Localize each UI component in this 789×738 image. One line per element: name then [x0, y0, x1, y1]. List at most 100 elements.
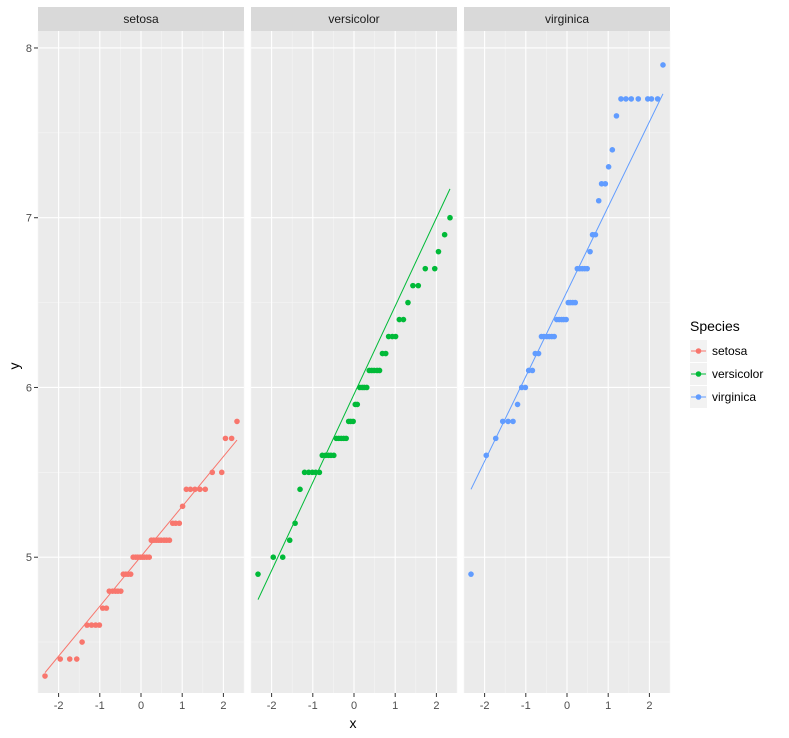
data-point — [415, 282, 422, 289]
legend: Species setosa versicolor virginica — [690, 318, 763, 408]
data-point — [103, 605, 110, 611]
data-point — [222, 435, 229, 442]
data-point — [405, 299, 411, 306]
data-point — [584, 265, 590, 272]
fit-line — [257, 188, 451, 600]
data-point — [382, 350, 389, 357]
facet-strip — [251, 7, 457, 31]
x-tick-label: 1 — [179, 700, 185, 712]
facet-strip-label: virginica — [545, 12, 589, 26]
data-point — [483, 452, 490, 459]
y-tick-label: 6 — [26, 382, 32, 394]
data-point — [197, 486, 203, 493]
data-point — [192, 486, 198, 493]
data-point — [57, 656, 64, 662]
data-point — [510, 418, 516, 425]
data-point — [648, 96, 655, 102]
data-point — [529, 367, 536, 374]
data-point — [127, 571, 134, 577]
data-point — [79, 639, 85, 645]
x-tick-label: 2 — [646, 700, 652, 712]
data-point — [202, 486, 209, 493]
data-point — [535, 350, 542, 357]
data-point — [166, 537, 173, 544]
x-tick-label: -2 — [480, 700, 490, 712]
x-tick-label: -2 — [54, 700, 64, 712]
data-point — [209, 469, 216, 476]
facet-strip-label: versicolor — [328, 12, 379, 26]
data-point — [316, 469, 323, 476]
legend-item-versicolor: versicolor — [690, 363, 763, 385]
x-tick-label: 0 — [138, 700, 144, 712]
panel-setosa: setosa -2 -1 0 1 2 — [37, 7, 245, 712]
x-tick-label: 2 — [220, 700, 226, 712]
x-axis-title: x — [350, 715, 357, 731]
data-point — [422, 265, 429, 272]
data-point — [592, 231, 599, 238]
data-point — [376, 367, 383, 374]
facet-strip — [464, 7, 670, 31]
data-point — [595, 197, 602, 204]
data-point — [468, 571, 474, 577]
legend-key-point — [695, 371, 702, 377]
data-point — [410, 282, 416, 289]
data-point — [96, 622, 103, 628]
data-point — [218, 469, 225, 476]
data-point — [118, 588, 124, 594]
data-point — [499, 418, 506, 425]
data-point — [660, 62, 666, 68]
data-point — [522, 384, 529, 391]
data-point — [146, 554, 153, 561]
data-point — [286, 537, 293, 544]
data-point — [176, 520, 183, 527]
legend-key-point — [695, 348, 702, 354]
data-point — [628, 96, 635, 102]
x-tick-label: 1 — [605, 700, 611, 712]
data-point — [187, 486, 194, 493]
x-tick-label: 2 — [433, 700, 439, 712]
y-axis-title: y — [6, 363, 22, 370]
data-point — [343, 435, 349, 442]
legend-item-label: virginica — [712, 390, 756, 404]
data-point — [88, 622, 95, 628]
data-point — [331, 452, 337, 459]
legend-item-virginica: virginica — [690, 386, 756, 408]
x-tick-label: 1 — [392, 700, 398, 712]
data-point — [396, 316, 403, 323]
data-point — [618, 96, 624, 102]
data-point — [572, 299, 579, 306]
panel-versicolor: versicolor -2 -1 0 1 2 — [250, 7, 458, 712]
facet-strip-label: setosa — [123, 12, 159, 26]
data-point — [605, 163, 612, 170]
data-point — [613, 113, 620, 119]
data-point — [563, 316, 569, 323]
data-point — [609, 147, 616, 153]
data-point — [354, 401, 361, 408]
y-tick-label: 7 — [26, 213, 32, 225]
y-axis: 5 6 7 8 — [26, 43, 38, 564]
data-point — [400, 316, 407, 323]
data-point — [363, 384, 370, 391]
data-point — [292, 520, 298, 527]
data-point — [654, 96, 661, 102]
data-point — [66, 656, 73, 662]
data-point — [270, 554, 277, 561]
x-tick-label: 0 — [351, 700, 357, 712]
legend-item-label: setosa — [712, 344, 748, 358]
facet-strip — [38, 7, 244, 31]
data-point — [350, 418, 356, 425]
data-point — [441, 231, 448, 238]
data-point — [435, 248, 442, 255]
legend-title: Species — [690, 318, 740, 334]
x-tick-label: 0 — [564, 700, 570, 712]
x-tick-label: -1 — [308, 700, 318, 712]
x-tick-label: -2 — [267, 700, 277, 712]
data-point — [492, 435, 499, 442]
data-point — [279, 554, 286, 561]
data-point — [392, 333, 399, 340]
panel-virginica: virginica -2 -1 0 1 2 — [463, 7, 671, 712]
x-tick-label: -1 — [95, 700, 105, 712]
y-tick-label: 8 — [26, 43, 32, 55]
data-point — [635, 96, 642, 102]
data-point — [447, 214, 453, 221]
